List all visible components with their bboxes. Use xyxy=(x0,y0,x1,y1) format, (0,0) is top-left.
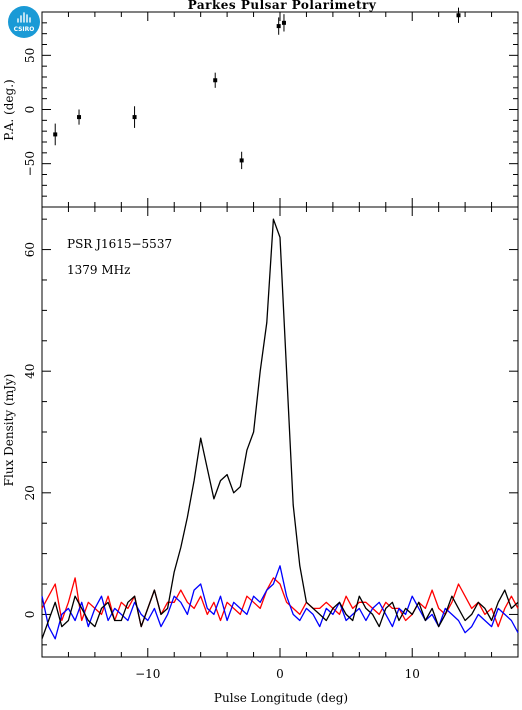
x-tick-label: 10 xyxy=(405,667,420,681)
flux-y-tick-label: 60 xyxy=(23,242,37,257)
flux-panel: −10 0 10 0 20 40 60 PSR J1615−5537 1379 MHz Fl… xyxy=(2,206,519,705)
observing-frequency: 1379 MHz xyxy=(67,263,130,277)
pa-y-tick-label: 50 xyxy=(23,48,37,63)
total-intensity-line xyxy=(41,218,519,640)
source-name: PSR J1615−5537 xyxy=(67,237,172,251)
pa-panel-frame xyxy=(41,11,519,208)
chart-title: Parkes Pulsar Polarimetry xyxy=(188,0,377,12)
pa-y-tick-label: −50 xyxy=(23,151,37,176)
pa-point xyxy=(276,24,281,29)
flux-axis-label: Flux Density (mJy) xyxy=(2,374,16,487)
pa-point xyxy=(53,132,58,137)
pa-axis-label: P.A. (deg.) xyxy=(2,79,16,140)
flux-ticks: −10 0 10 0 20 40 60 xyxy=(23,207,519,681)
csiro-logo-mark-icon xyxy=(17,12,31,23)
pa-point xyxy=(77,115,82,120)
x-tick-label: 0 xyxy=(276,667,284,681)
x-tick-label: −10 xyxy=(135,667,160,681)
flux-y-tick-label: 0 xyxy=(23,611,37,619)
linear-polarization-line xyxy=(41,577,519,628)
pa-ticks: −50 0 50 xyxy=(23,11,519,208)
pa-panel: −50 0 50 P.A. (deg.) xyxy=(2,7,519,208)
pa-point xyxy=(132,115,137,120)
pa-point xyxy=(281,20,286,25)
csiro-logo: CSIRO xyxy=(8,6,40,38)
pa-points xyxy=(53,7,461,170)
flux-y-tick-label: 20 xyxy=(23,485,37,500)
circular-polarization-line xyxy=(41,565,519,640)
flux-y-tick-label: 40 xyxy=(23,364,37,379)
pa-point xyxy=(213,78,218,83)
csiro-logo-text: CSIRO xyxy=(14,26,35,33)
pa-point xyxy=(239,158,244,163)
pa-point xyxy=(456,13,461,18)
flux-lines xyxy=(41,218,519,640)
pa-y-tick-label: 0 xyxy=(23,106,37,114)
x-axis-label: Pulse Longitude (deg) xyxy=(214,691,348,705)
